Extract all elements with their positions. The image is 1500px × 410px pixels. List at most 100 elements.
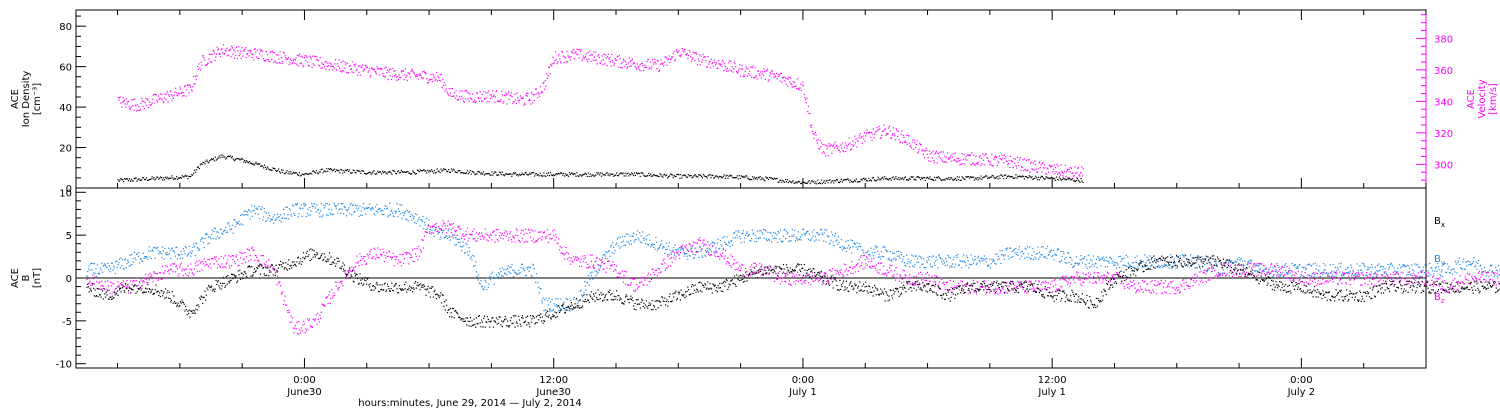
velocity-point [669,62,671,64]
density-point [482,171,485,173]
x-tick-date-label: July 2 [1287,387,1316,398]
velocity-point [573,58,575,60]
by-point [448,236,450,238]
density-point [141,179,143,181]
by-point [917,258,919,260]
bz-point [157,279,159,281]
by-point [159,251,161,253]
by-point [495,274,497,276]
by-point [179,257,181,259]
velocity-point [920,144,922,146]
by-point [496,277,498,279]
by-point [829,242,831,244]
by-point [731,244,733,246]
velocity-point [987,160,989,162]
by-point [339,208,341,210]
velocity-point [469,97,472,99]
by-point [285,206,287,208]
velocity-point [294,59,296,61]
density-point [715,175,717,177]
by-point [898,255,900,257]
by-point [297,216,299,218]
velocity-point [164,93,166,95]
density-point [864,179,866,181]
by-point [748,233,750,236]
bz-point [141,287,143,289]
density-point [768,176,771,179]
by-point [647,244,650,246]
density-point [937,177,939,179]
by-point [692,253,694,255]
velocity-point [719,63,721,65]
bz-point [348,270,350,272]
velocity-point [804,97,806,99]
by-point [822,234,824,236]
density-point [785,179,787,181]
density-point [701,177,704,179]
by-point [867,250,869,252]
velocity-point [859,135,861,137]
density-point [387,171,389,173]
by-point [1026,246,1029,248]
density-point [291,173,293,175]
by-point [1408,267,1411,270]
bz-point [230,256,232,258]
velocity-point [706,66,708,68]
velocity-point [330,63,332,65]
bz-point [369,251,371,253]
by-point [391,209,393,211]
by-point [370,209,372,211]
density-point [996,176,998,178]
by-point [332,213,334,215]
bz-point [236,254,238,256]
velocity-point [490,94,492,96]
by-point [122,268,124,270]
by-point [107,262,109,264]
velocity-point [934,153,936,155]
velocity-point [602,59,604,61]
by-point [926,262,928,264]
by-point [481,286,483,288]
velocity-point [717,67,719,69]
by-point [1250,261,1252,263]
by-point [1228,261,1230,263]
density-point [719,176,721,178]
velocity-point [166,93,168,95]
velocity-point [861,136,863,138]
density-point [727,177,729,179]
by-point [1070,263,1072,265]
velocity-point [611,59,613,62]
velocity-point [452,95,454,97]
velocity-point [429,78,431,81]
velocity-point [930,160,932,163]
velocity-point [1007,162,1009,165]
density-point [400,169,402,172]
density-point [452,168,454,170]
density-point [276,170,278,172]
velocity-point [361,67,363,69]
by-point [1414,263,1416,265]
by-point [1279,274,1281,276]
by-point [208,242,210,244]
by-point [599,266,601,268]
by-point [1382,268,1384,271]
by-point [1248,260,1250,263]
velocity-point [157,101,159,103]
density-point [600,175,603,177]
by-point [833,245,835,247]
by-point [657,247,659,249]
velocity-point [174,91,176,93]
bz-point [188,272,190,274]
velocity-point [352,71,355,74]
by-point [685,253,687,255]
by-point [110,268,112,270]
by-point [1271,276,1273,278]
velocity-point [136,104,139,106]
velocity-point [952,153,954,155]
bz-point [338,287,340,289]
by-point [407,220,409,222]
bz-point [176,268,179,270]
by-point [901,260,903,263]
density-point [751,178,753,181]
by-point [346,215,348,217]
